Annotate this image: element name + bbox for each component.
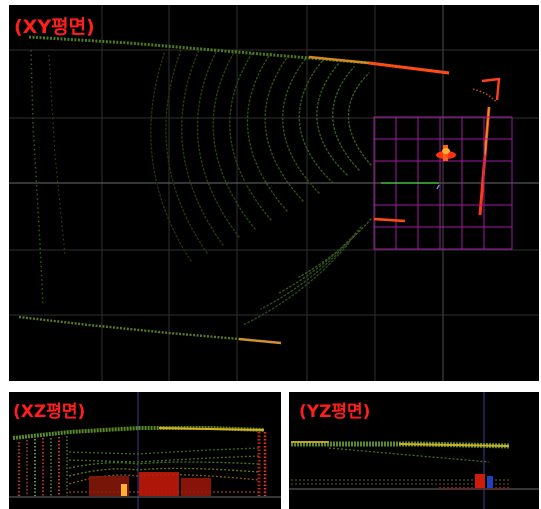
xy-corner-arc xyxy=(472,88,498,104)
xy-target-object xyxy=(436,145,456,161)
xy-selection-box xyxy=(373,116,513,250)
xy-plane-label: (XY평면) xyxy=(14,16,95,38)
yz-floor-layers xyxy=(291,479,509,489)
xy-grid xyxy=(9,5,539,381)
xy-plane-viewport[interactable]: (XY평면) xyxy=(9,5,539,381)
xy-near-object-line xyxy=(373,217,406,223)
yz-point-cloud-canvas xyxy=(289,392,539,509)
xz-point-cloud-canvas xyxy=(9,392,281,509)
yz-slant-line xyxy=(328,447,490,463)
xy-left-edge xyxy=(30,49,44,306)
xy-corner-feature xyxy=(481,77,501,101)
yz-plane-viewport[interactable]: (YZ평면) xyxy=(289,392,539,509)
xy-top-wall-near xyxy=(368,61,450,75)
yz-plane-label: (YZ평면) xyxy=(299,402,371,422)
xz-point-columns xyxy=(17,432,267,496)
xy-scan-arcs xyxy=(150,49,372,326)
xz-floor-cluster xyxy=(89,472,211,496)
xy-point-cloud-canvas xyxy=(9,5,539,381)
xz-plane-viewport[interactable]: (XZ평면) xyxy=(9,392,281,509)
xy-top-wall-mid xyxy=(308,55,370,65)
yz-ceiling-band xyxy=(291,441,510,449)
xy-top-wall xyxy=(28,35,450,75)
xz-plane-label: (XZ평면) xyxy=(13,402,86,422)
yz-target-object xyxy=(475,474,493,488)
